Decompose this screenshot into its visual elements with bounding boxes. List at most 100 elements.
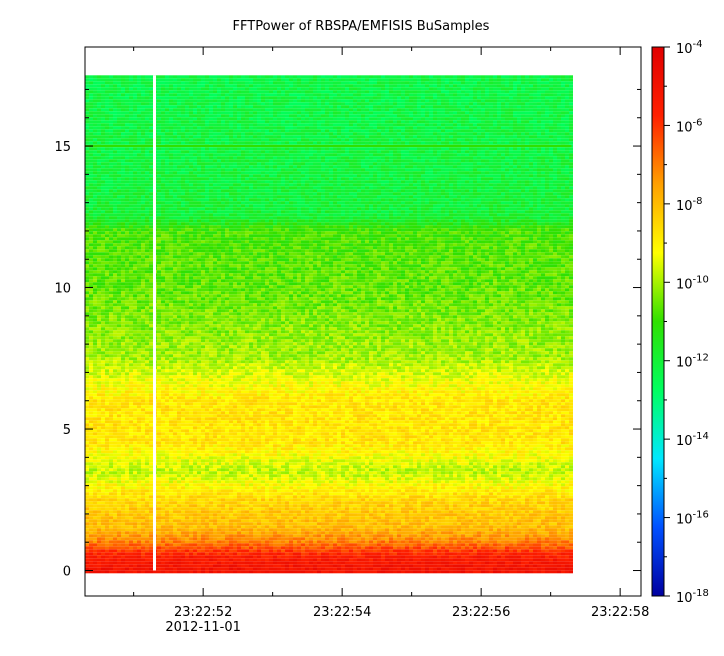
heatmap-cell: [85, 147, 89, 150]
heatmap-cell: [469, 171, 473, 174]
heatmap-cell: [509, 132, 513, 135]
heatmap-cell: [197, 102, 201, 105]
heatmap-cell: [181, 78, 185, 81]
heatmap-cell: [133, 153, 137, 156]
heatmap-cell: [169, 147, 173, 150]
heatmap-cell: [417, 78, 421, 81]
heatmap-cell: [145, 183, 149, 186]
heatmap-cell: [389, 189, 393, 192]
heatmap-cell: [357, 93, 361, 96]
heatmap-cell: [445, 156, 449, 159]
heatmap-cell: [229, 129, 233, 132]
heatmap-cell: [569, 174, 573, 177]
heatmap-cell: [249, 159, 253, 162]
heatmap-cell: [377, 75, 381, 78]
heatmap-cell: [205, 96, 209, 99]
heatmap-cell: [85, 189, 89, 192]
heatmap-cell: [249, 177, 253, 180]
heatmap-cell: [285, 165, 289, 168]
heatmap-cell: [369, 180, 373, 183]
heatmap-cell: [317, 132, 321, 135]
heatmap-cell: [109, 192, 113, 195]
heatmap-cell: [317, 120, 321, 123]
heatmap-cell: [565, 93, 569, 96]
heatmap-cell: [493, 132, 497, 135]
heatmap-cell: [437, 138, 441, 141]
heatmap-cell: [357, 159, 361, 162]
heatmap-cell: [493, 189, 497, 192]
heatmap-cell: [513, 153, 517, 156]
heatmap-cell: [457, 117, 461, 120]
heatmap-cell: [89, 126, 93, 129]
heatmap-cell: [385, 126, 389, 129]
heatmap-cell: [461, 96, 465, 99]
heatmap-cell: [157, 93, 161, 96]
heatmap-cell: [345, 81, 349, 84]
heatmap-cell: [297, 87, 301, 90]
heatmap-cell: [521, 75, 525, 78]
heatmap-cell: [509, 177, 513, 180]
heatmap-cell: [421, 195, 425, 198]
heatmap-cell: [213, 174, 217, 177]
heatmap-cell: [297, 171, 301, 174]
heatmap-cell: [241, 132, 245, 135]
heatmap-cell: [333, 156, 337, 159]
heatmap-cell: [537, 180, 541, 183]
heatmap-cell: [273, 123, 277, 126]
heatmap-cell: [125, 165, 129, 168]
heatmap-cell: [361, 180, 365, 183]
heatmap-cell: [157, 129, 161, 132]
heatmap-cell: [405, 129, 409, 132]
heatmap-cell: [477, 192, 481, 195]
heatmap-cell: [501, 138, 505, 141]
heatmap-cell: [417, 93, 421, 96]
heatmap-cell: [249, 141, 253, 144]
heatmap-cell: [201, 84, 205, 87]
heatmap-cell: [185, 141, 189, 144]
heatmap-cell: [277, 159, 281, 162]
heatmap-cell: [245, 120, 249, 123]
heatmap-cell: [257, 126, 261, 129]
heatmap-cell: [401, 138, 405, 141]
heatmap-cell: [169, 105, 173, 108]
heatmap-cell: [121, 114, 125, 117]
heatmap-cell: [265, 177, 269, 180]
heatmap-cell: [393, 105, 397, 108]
heatmap-cell: [305, 168, 309, 171]
heatmap-cell: [129, 78, 133, 81]
heatmap-cell: [405, 105, 409, 108]
heatmap-cell: [269, 114, 273, 117]
heatmap-cell: [301, 105, 305, 108]
heatmap-cell: [221, 138, 225, 141]
heatmap-cell: [157, 96, 161, 99]
heatmap-cell: [149, 93, 153, 96]
heatmap-cell: [505, 180, 509, 183]
heatmap-cell: [541, 81, 545, 84]
heatmap-cell: [445, 111, 449, 114]
heatmap-cell: [353, 156, 357, 159]
heatmap-cell: [133, 141, 137, 144]
heatmap-cell: [557, 171, 561, 174]
heatmap-cell: [145, 114, 149, 117]
heatmap-cell: [157, 180, 161, 183]
heatmap-cell: [109, 150, 113, 153]
heatmap-cell: [313, 141, 317, 144]
heatmap-cell: [205, 177, 209, 180]
heatmap-cell: [257, 111, 261, 114]
heatmap-cell: [477, 126, 481, 129]
heatmap-cell: [289, 117, 293, 120]
heatmap-cell: [141, 114, 145, 117]
heatmap-cell: [357, 147, 361, 150]
heatmap-cell: [125, 135, 129, 138]
heatmap-cell: [181, 192, 185, 195]
heatmap-cell: [297, 105, 301, 108]
heatmap-cell: [253, 117, 257, 120]
heatmap-cell: [453, 120, 457, 123]
heatmap-cell: [233, 192, 237, 195]
heatmap-cell: [93, 129, 97, 132]
heatmap-cell: [285, 195, 289, 198]
heatmap-cell: [281, 159, 285, 162]
heatmap-cell: [357, 108, 361, 111]
heatmap-cell: [397, 165, 401, 168]
heatmap-cell: [201, 162, 205, 165]
